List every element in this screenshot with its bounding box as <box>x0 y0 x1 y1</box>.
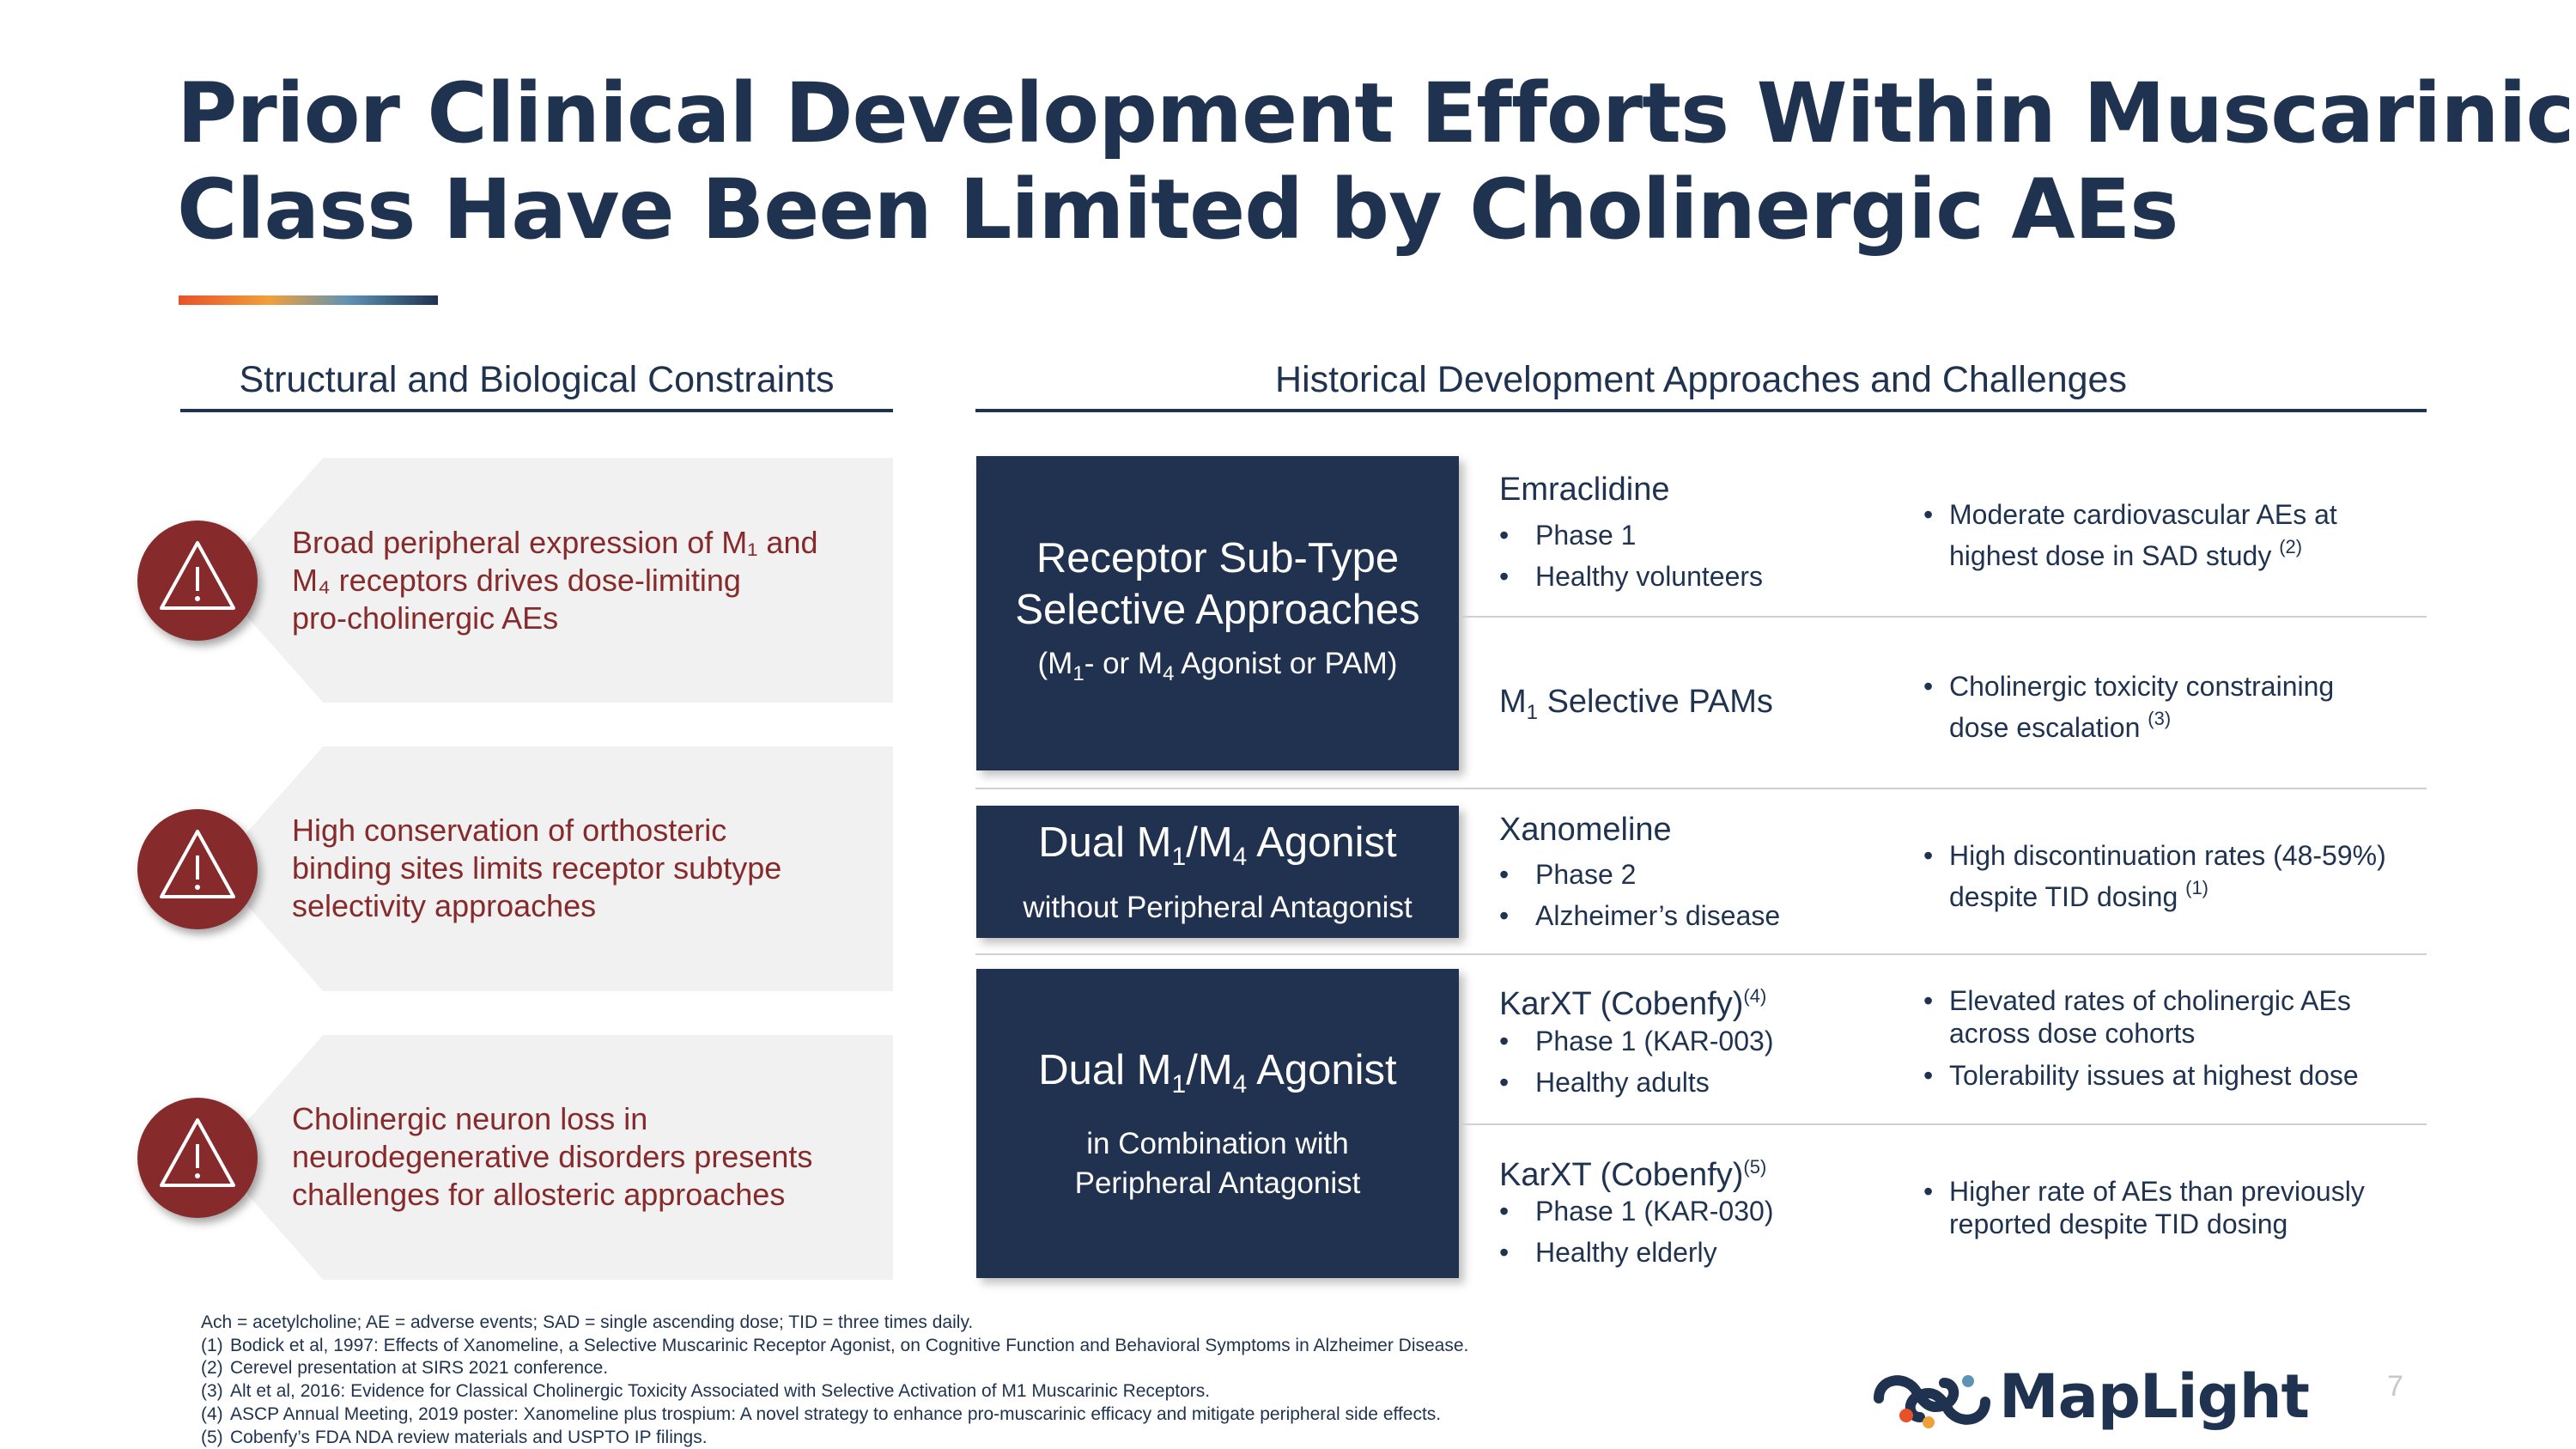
challenge-item: • Tolerability issues at highest dose <box>1923 1060 2359 1091</box>
footnote: (3) Alt et al, 2016: Evidence for Classic… <box>201 1381 1211 1402</box>
warning-icon <box>137 521 258 641</box>
row-divider <box>975 953 2427 955</box>
challenge-item: • Higher rate of AEs than previously repor… <box>1923 1176 2365 1239</box>
drug-detail: • Healthy elderly <box>1499 1237 1717 1268</box>
constraint-panel <box>215 746 893 991</box>
row-divider <box>1460 616 2427 618</box>
row-divider <box>975 788 2427 789</box>
left-column-heading: Structural and Biological Constraints <box>180 354 893 412</box>
company-logo: MapLight <box>1872 1357 2310 1434</box>
footnote: (4) ASCP Annual Meeting, 2019 poster: Xan… <box>201 1403 1442 1424</box>
constraint-panel <box>215 1035 893 1280</box>
drug-name: M1 Selective PAMs <box>1499 684 1773 724</box>
right-column-heading: Historical Development Approaches and Ch… <box>975 354 2427 412</box>
approach-box-dual-agonist-combination: Dual M1/M4 Agonist in Combination with P… <box>976 969 1459 1278</box>
approach-subtitle: (M1- or M4 Agonist or PAM) <box>1037 647 1398 685</box>
drug-detail: • Alzheimer’s disease <box>1499 900 1781 931</box>
constraint-text: Cholinergic neuron loss in neurodegenera… <box>292 1101 813 1212</box>
slide-title: Prior Clinical Development Efforts Withi… <box>177 65 2574 258</box>
row-divider <box>1460 1123 2427 1125</box>
drug-name: Xanomeline <box>1499 812 1672 848</box>
challenge-item: • High discontinuation rates (48-59%) desp… <box>1923 840 2386 912</box>
title-accent-bar <box>179 295 438 305</box>
approach-box-dual-agonist: Dual M1/M4 Agonist without Peripheral An… <box>976 806 1459 938</box>
drug-name: KarXT (Cobenfy)(5) <box>1499 1156 1767 1193</box>
challenge-item: • Elevated rates of cholinergic AEs across… <box>1923 985 2351 1049</box>
warning-icon <box>137 809 258 929</box>
constraint-text: Broad peripheral expression of M₁ and M₄… <box>292 525 818 636</box>
footnote: (5) Cobenfy’s FDA NDA review materials an… <box>201 1427 708 1447</box>
drug-detail: • Healthy adults <box>1499 1067 1710 1098</box>
footnotes: Ach = acetylcholine; AE = adverse events… <box>201 1312 1468 1449</box>
drug-detail: • Phase 2 <box>1499 859 1637 890</box>
drug-detail: • Phase 1 <box>1499 520 1637 551</box>
approach-title: Dual M1/M4 Agonist <box>1038 819 1397 871</box>
drug-detail: • Phase 1 (KAR-003) <box>1499 1026 1774 1056</box>
approach-box-receptor-subtype: Receptor Sub-Type Selective Approaches (… <box>976 456 1459 770</box>
challenge-item: • Cholinergic toxicity constraining dose e… <box>1923 671 2335 743</box>
footnote: (1) Bodick et al, 1997: Effects of Xanome… <box>201 1335 1469 1355</box>
approach-title: Dual M1/M4 Agonist <box>1038 1046 1397 1099</box>
drug-name: KarXT (Cobenfy)(4) <box>1499 985 1767 1022</box>
footnote: (2) Cerevel presentation at SIRS 2021 con… <box>201 1358 609 1379</box>
drug-name: Emraclidine <box>1499 472 1670 508</box>
page-number: 7 <box>2387 1370 2403 1403</box>
drug-detail: • Phase 1 (KAR-030) <box>1499 1196 1774 1227</box>
warning-icon <box>137 1098 258 1218</box>
challenge-item: • Moderate cardiovascular AEs at highest d… <box>1923 499 2337 571</box>
constraint-panel <box>215 458 893 703</box>
maplight-logo-icon <box>1874 1375 1990 1428</box>
drug-detail: • Healthy volunteers <box>1499 561 1764 592</box>
constraint-text: High conservation of orthosteric binding… <box>292 813 782 923</box>
